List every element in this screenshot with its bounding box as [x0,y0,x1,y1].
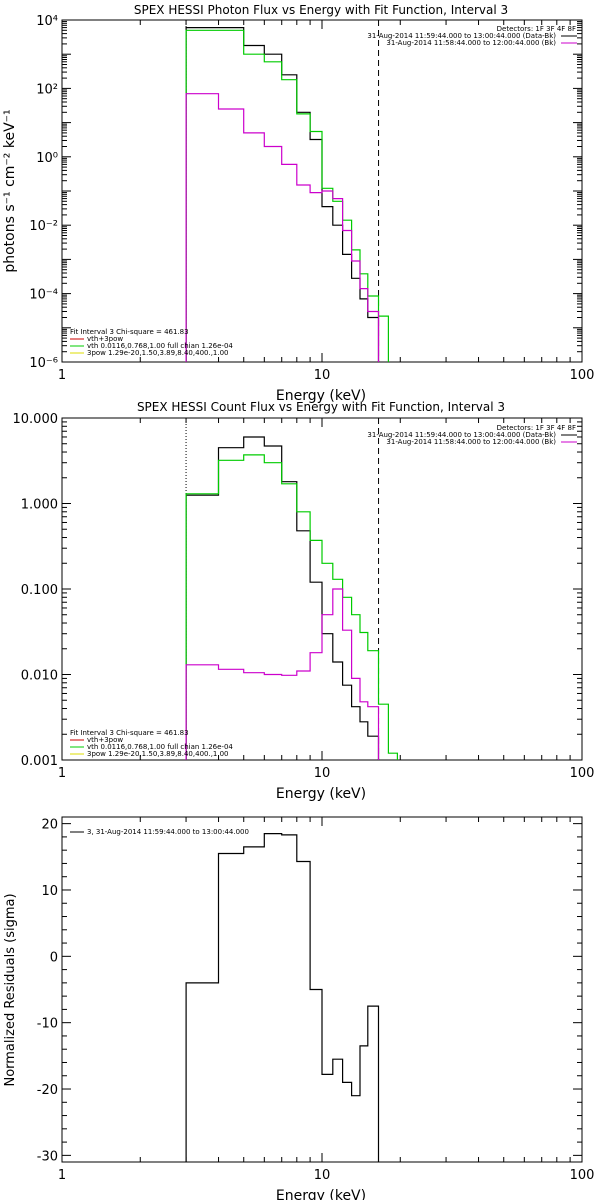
y-tick-label: 20 [41,818,58,833]
y-tick-label: -20 [37,1083,58,1098]
legend-header: Fit Interval 3 Chi-square = 461.83 [70,328,189,336]
x-tick-label: 10 [314,368,331,383]
y-tick-label: 10⁻⁴ [29,288,58,303]
x-tick-label: 1 [58,368,66,383]
x-tick-label: 100 [570,1168,595,1183]
legend-entry-text: vth 0.0116,0.768,1.00 full chian 1.26e-0… [87,743,233,751]
x-axis-label: Energy (keV) [276,1188,366,1200]
legend-header: Detectors: 1F 3F 4F 8F [497,424,576,432]
legend-entry-text: 3pow 1.29e-20,1.50,3.89,8.40,400.,1.00 [87,750,229,758]
x-tick-label: 10 [314,766,331,781]
histogram-series [185,454,398,760]
legend-header: Fit Interval 3 Chi-square = 461.83 [70,729,189,737]
legend-entry-text: 31-Aug-2014 11:58:44.000 to 12:00:44.000… [386,438,556,446]
x-tick-label: 10 [314,1168,331,1183]
y-tick-label: -30 [37,1149,58,1164]
y-tick-label: -10 [37,1017,58,1032]
legend-header: Detectors: 1F 3F 4F 8F [497,25,576,33]
y-tick-label: 10⁴ [36,14,58,29]
y-tick-label: 10 [41,884,58,899]
plot-area: 1 10 100 10.000 1.000 0.100 0.010 0.001 [13,412,595,781]
y-tick-label: 10² [36,82,58,97]
legend-entry-text: 31-Aug-2014 11:58:44.000 to 12:00:44.000… [386,39,556,47]
panel-title: SPEX HESSI Photon Flux vs Energy with Fi… [134,3,508,17]
legend-entry-text: 3, 31-Aug-2014 11:59:44.000 to 13:00:44.… [87,828,249,836]
plot-area: 1 10 100 10⁴ 10² 10⁰ 10⁻² 10⁻⁴ 10⁻⁶ [29,14,594,383]
legend-entry-text: 3pow 1.29e-20,1.50,3.89,8.40,400.,1.00 [87,349,229,357]
legend-entry-text: 31-Aug-2014 11:59:44.000 to 13:00:44.000… [367,431,556,439]
y-tick-label: 0.001 [21,754,58,769]
y-tick-label: 10⁰ [36,151,58,166]
y-axis-label: photons s⁻¹ cm⁻² keV⁻¹ [2,109,18,272]
x-axis-label: Energy (keV) [276,786,366,802]
legend-right: Detectors: 1F 3F 4F 8F 31-Aug-2014 11:59… [367,424,577,446]
histogram-series [185,93,380,362]
histogram-series [185,436,380,760]
histogram-series [185,833,380,1162]
y-tick-label: 0 [50,950,58,965]
y-tick-label: 10⁻² [29,219,58,234]
x-axis-label: Energy (keV) [276,388,366,404]
legend-left: Fit Interval 3 Chi-square = 461.83 vth+3… [70,328,233,357]
legend-entry-text: vth 0.0116,0.768,1.00 full chian 1.26e-0… [87,342,233,350]
histogram-series [185,588,380,760]
x-tick-label: 1 [58,1168,66,1183]
y-tick-label: 0.010 [21,669,58,684]
x-tick-label: 100 [570,766,595,781]
x-tick-label: 1 [58,766,66,781]
y-tick-label: 10.000 [13,412,59,427]
legend-left: 3, 31-Aug-2014 11:59:44.000 to 13:00:44.… [70,828,249,836]
y-tick-label: 0.100 [21,583,58,598]
count-flux-panel: SPEX HESSI Count Flux vs Energy with Fit… [13,400,595,802]
y-axis-label: Normalized Residuals (sigma) [3,893,18,1086]
legend-entry-text: vth+3pow [87,335,123,343]
y-tick-label: 10⁻⁶ [29,356,58,371]
legend-entry-text: vth+3pow [87,736,123,744]
legend-entry-text: 31-Aug-2014 11:59:44.000 to 13:00:44.000… [367,32,556,40]
histogram-series [185,29,389,362]
legend-right: Detectors: 1F 3F 4F 8F 31-Aug-2014 11:59… [367,25,577,47]
photon-flux-panel: SPEX HESSI Photon Flux vs Energy with Fi… [2,3,594,404]
panel-title: SPEX HESSI Count Flux vs Energy with Fit… [137,400,505,414]
y-tick-label: 1.000 [21,498,58,513]
x-tick-label: 100 [570,368,595,383]
legend-left: Fit Interval 3 Chi-square = 461.83 vth+3… [70,729,233,758]
